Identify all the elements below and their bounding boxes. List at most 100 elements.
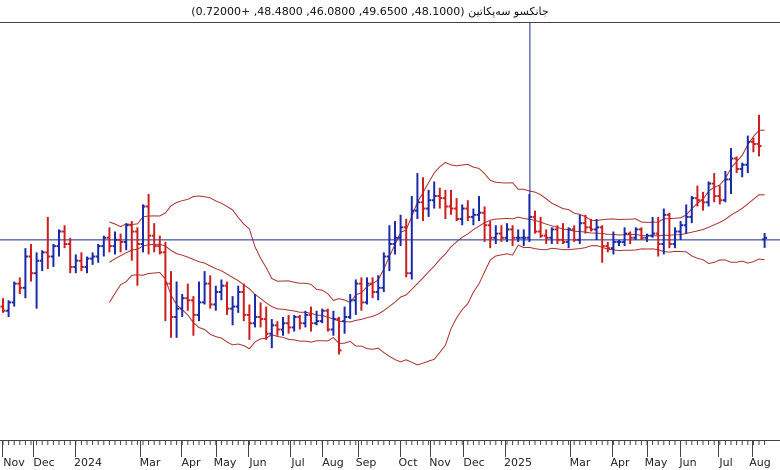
ohlc-bar [235,285,241,313]
x-tick-label: Jun [248,456,266,469]
ohlc-bar [599,225,605,263]
ohlc-bar [353,279,359,315]
ohlc-bar [689,196,695,224]
ohlc-bar [431,181,437,209]
ohlc-bar [644,233,650,242]
ohlc-bar [706,181,712,207]
ohlc-bar [409,196,415,280]
ohlc-bar [11,281,17,307]
ohlc-bar [711,173,717,203]
ohlc-bar [274,321,280,336]
ohlc-bar [532,210,538,234]
ohlc-bar [342,306,348,334]
price-bars [0,114,768,355]
x-tick-label: Jul [718,456,732,469]
ohlc-bar [370,277,376,299]
ohlc-bar [230,296,236,326]
bollinger-middle-band [109,194,765,323]
ohlc-bar [325,308,331,332]
ohlc-bar [762,232,768,248]
ohlc-bar [700,191,706,211]
ohlc-bar [112,231,118,255]
ohlc-bar [347,294,353,320]
ohlc-bar [426,189,432,217]
ohlc-bar [6,300,12,317]
ohlc-bar [476,196,482,222]
ohlc-bar [454,198,460,222]
ohlc-bar [571,225,577,242]
ohlc-bar [280,316,286,336]
ohlc-bar [56,229,62,257]
ohlc-bar [538,216,544,238]
ohlc-bar [129,221,135,261]
ohlc-bar [398,214,404,247]
ohlc-bar [493,225,499,245]
ohlc-bar [162,241,168,322]
ohlc-bar [168,271,174,338]
x-tick-label: Jul [290,456,304,469]
ohlc-bar [179,294,185,317]
ohlc-bar [470,208,476,226]
ohlc-bar [678,221,684,240]
x-tick-label: Apr [610,456,630,469]
ohlc-bar [291,314,297,332]
ohlc-bar [297,314,303,330]
ohlc-bar [196,281,202,322]
ohlc-bar [381,252,387,292]
ohlc-bar [515,229,521,242]
bollinger-bands [108,129,765,366]
ohlc-bar [146,193,152,255]
ohlc-bar [638,227,644,240]
ohlc-bar [263,306,269,340]
x-tick-label: May [645,456,668,469]
ohlc-bar [62,225,68,249]
ohlc-bar [218,279,224,301]
ohlc-bar [610,231,616,255]
ohlc-bar [224,281,230,315]
ohlc-bar [582,214,588,234]
ohlc-bar [739,162,745,178]
ohlc-bar [420,177,426,222]
ohlc-bar [286,314,292,334]
ohlc-bar [302,310,308,328]
ohlc-bar [465,200,471,222]
ohlc-bar [521,229,527,247]
ohlc-bar [39,250,45,272]
x-axis: Nov Dec 2024 Mar Apr May Jun Jul Aug Sep Oct Nov Dec… [2,440,771,469]
ohlc-bar [185,283,191,311]
ohlc-bar [504,223,510,242]
ohlc-bar [241,283,247,322]
ohlc-bar [157,235,163,255]
ohlc-bar [655,216,661,257]
ohlc-bar [622,227,628,247]
ohlc-bar [403,218,409,278]
ohlc-bar [123,223,129,251]
ohlc-bar [22,248,28,299]
ohlc-bar [627,231,633,245]
ohlc-bar [73,254,79,274]
ohlc-bar [566,227,572,249]
ohlc-bar [252,294,258,328]
ohlc-bar [0,298,6,313]
ohlc-bar [375,275,381,301]
ohlc-bar [101,235,107,257]
ohlc-bar [672,227,678,249]
ohlc-bar [118,233,124,253]
ohlc-bar [650,216,656,238]
x-tick-label: Sep [356,456,377,469]
ohlc-bar [510,225,516,247]
ohlc-bar [95,244,101,263]
ohlc-bar [661,208,667,255]
x-tick-label: Mar [140,456,161,469]
ohlc-bar [269,319,275,349]
ohlc-bar [106,227,112,253]
ohlc-bar [728,148,734,194]
x-tick-label: Dec [463,456,484,469]
x-tick-label: Mar [570,456,591,469]
ohlc-bar [745,135,751,174]
ohlc-bar [134,227,140,286]
ohlc-bar [213,285,219,311]
ohlc-bar [633,227,639,240]
ohlc-bar [442,189,448,219]
ohlc-bar [246,304,252,340]
